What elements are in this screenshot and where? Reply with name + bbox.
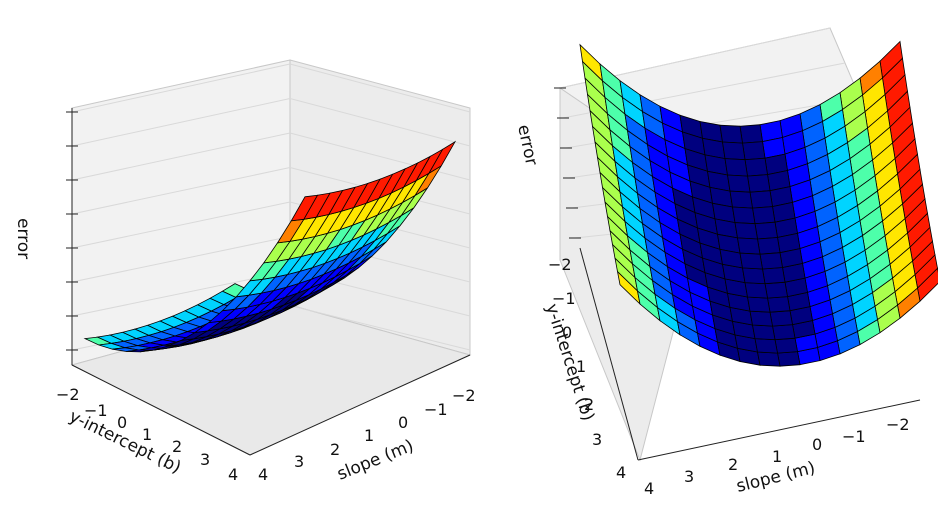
left-xtick-0: −2: [452, 386, 476, 405]
right-ytick-3: 1: [576, 357, 586, 376]
right-surface-plot: −2 −1 0 1 2 3 4 4 3 2 1 0 −1 −2 error y-…: [470, 0, 938, 524]
left-ytick-5: 3: [200, 450, 210, 469]
left-grid-line: [289, 132, 471, 181]
right-ytick-2: 0: [562, 323, 572, 342]
left-surface-patch: [290, 194, 319, 222]
left-ytick-3: 1: [142, 425, 152, 444]
left-plot-svg: −2 −1 0 1 2 3 4 4 3 2 1 0 −1 −2 error y-…: [13, 59, 476, 485]
right-surface-patch: [752, 324, 776, 341]
right-surface-patch: [732, 206, 756, 225]
left-xtick-3: 1: [364, 426, 374, 445]
right-x-axis-line: [637, 399, 921, 461]
right-surface-patch: [754, 221, 778, 240]
left-grid-line: [289, 305, 471, 351]
right-xtick-4: 2: [728, 455, 738, 474]
left-surface-plot: −2 −1 0 1 2 3 4 4 3 2 1 0 −1 −2 error y-…: [13, 59, 476, 485]
right-surface-patch: [744, 282, 768, 299]
left-grid-line: [289, 63, 471, 113]
left-grid-line: [289, 98, 471, 147]
right-xtick-1: −1: [842, 427, 866, 446]
right-surface-patch: [749, 190, 773, 209]
left-grid-line: [71, 63, 291, 113]
right-surface-patch: [729, 190, 753, 209]
right-zlabel: error: [513, 123, 541, 167]
right-surface-patch: [724, 158, 748, 177]
left-x-axis-line: [249, 354, 471, 456]
right-ytick-0: −2: [548, 255, 572, 274]
right-surface-patch: [722, 141, 746, 161]
right-surface-patch: [742, 267, 766, 285]
right-surface: [579, 40, 938, 367]
right-surface-patch: [764, 281, 788, 299]
left-xtick-6: 4: [258, 465, 268, 484]
right-surface-patch: [742, 141, 766, 161]
right-surface-patch: [727, 174, 751, 193]
left-xtick-5: 3: [294, 452, 304, 471]
right-xtick-5: 3: [684, 467, 694, 486]
left-surface: [83, 140, 457, 353]
right-surface-patch: [747, 296, 771, 313]
right-xtick-0: −2: [886, 415, 910, 434]
left-zlabel: error: [13, 218, 33, 259]
left-xtick-2: 0: [398, 413, 408, 432]
right-surface-patch: [744, 157, 768, 177]
right-ytick-4: 2: [584, 395, 594, 414]
right-surface-patch: [772, 324, 796, 341]
right-surface-patch: [774, 337, 798, 354]
right-ytick-6: 4: [616, 463, 626, 482]
right-surface-patch: [762, 267, 786, 285]
right-xtick-6: 4: [644, 479, 654, 498]
right-surface-patch: [769, 310, 793, 327]
right-surface-patch: [752, 206, 776, 225]
right-plot-svg: −2 −1 0 1 2 3 4 4 3 2 1 0 −1 −2 error y-…: [513, 27, 938, 498]
right-ytick-5: 3: [592, 430, 602, 449]
right-surface-patch: [757, 237, 781, 255]
left-grid-line: [71, 201, 291, 249]
right-surface-patch: [754, 338, 778, 354]
right-surface-patch: [734, 222, 758, 240]
right-z-ticks: [554, 87, 581, 239]
left-grid-line: [71, 236, 291, 283]
left-xtick-4: 2: [330, 440, 340, 459]
left-xlabel: slope (m): [334, 436, 416, 485]
left-grid-line: [71, 167, 291, 215]
right-surface-patch: [767, 296, 791, 313]
right-xtick-3: 1: [772, 447, 782, 466]
right-surface-patch: [747, 174, 771, 193]
left-ytick-1: −1: [84, 401, 108, 420]
right-surface-patch: [749, 310, 773, 327]
right-surface-patch: [757, 351, 781, 367]
right-y-axis-line: [579, 247, 639, 461]
left-xtick-1: −1: [424, 400, 448, 419]
right-ytick-1: −1: [552, 289, 576, 308]
left-grid-line: [71, 98, 291, 147]
right-surface-patch: [777, 351, 801, 367]
right-surface-patch: [719, 124, 743, 144]
left-ytick-4: 2: [172, 437, 182, 456]
left-ytick-2: 0: [117, 413, 127, 432]
left-y-axis-line: [71, 364, 251, 456]
right-surface-patch: [739, 124, 763, 144]
left-ytick-0: −2: [56, 385, 80, 404]
right-surface-patch: [739, 252, 763, 270]
right-surface-patch: [737, 237, 761, 255]
left-grid-line: [71, 132, 291, 181]
right-surface-patch: [759, 252, 783, 270]
right-xtick-2: 0: [812, 435, 822, 454]
left-ytick-6: 4: [228, 465, 238, 484]
